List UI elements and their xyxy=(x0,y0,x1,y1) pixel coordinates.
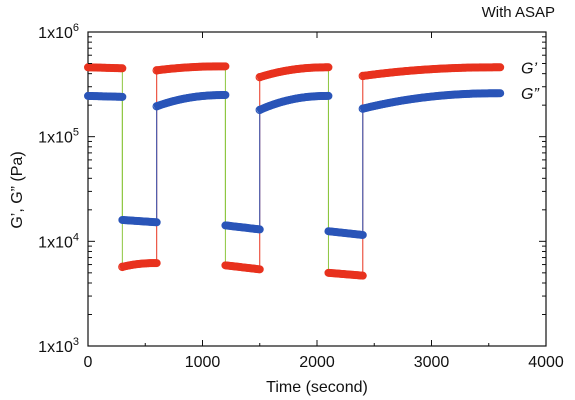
chart-title: With ASAP xyxy=(482,4,555,21)
g-double-prime-marker xyxy=(152,218,161,227)
g-double-prime-marker xyxy=(358,230,367,239)
g-double-prime-marker xyxy=(324,91,333,100)
g-double-prime-marker xyxy=(255,225,264,234)
x-axis-label: Time (second) xyxy=(266,379,368,396)
x-tick-label: 1000 xyxy=(185,354,221,371)
g-prime-marker xyxy=(221,62,230,71)
g-double-prime-marker xyxy=(118,92,127,101)
g-double-prime-label: G” xyxy=(521,86,539,103)
x-tick-label: 3000 xyxy=(414,354,450,371)
y-tick-label: 1x103 xyxy=(38,336,79,356)
g-prime-marker xyxy=(496,63,505,72)
x-tick-label: 0 xyxy=(84,354,93,371)
data-markers: G’ G” xyxy=(84,60,539,280)
axis-ticks: 0 1000 2000 3000 4000 1x103 1x104 1x105 1x106 xyxy=(38,22,564,371)
y-tick-label: 1x105 xyxy=(38,127,79,147)
g-prime-marker xyxy=(152,259,161,268)
g-prime-marker xyxy=(255,265,264,274)
g-prime-label: G’ xyxy=(521,60,537,77)
x-tick-label: 4000 xyxy=(528,354,564,371)
g-prime-marker xyxy=(324,63,333,72)
g-double-prime-marker xyxy=(221,91,230,100)
g-prime-marker xyxy=(358,271,367,280)
x-tick-label: 2000 xyxy=(299,354,335,371)
g-double-prime-marker xyxy=(496,89,505,98)
y-tick-label: 1x104 xyxy=(38,231,79,251)
y-axis-label: G’, G” (Pa) xyxy=(9,151,26,228)
y-tick-label: 1x106 xyxy=(38,22,79,42)
g-prime-marker xyxy=(118,64,127,73)
